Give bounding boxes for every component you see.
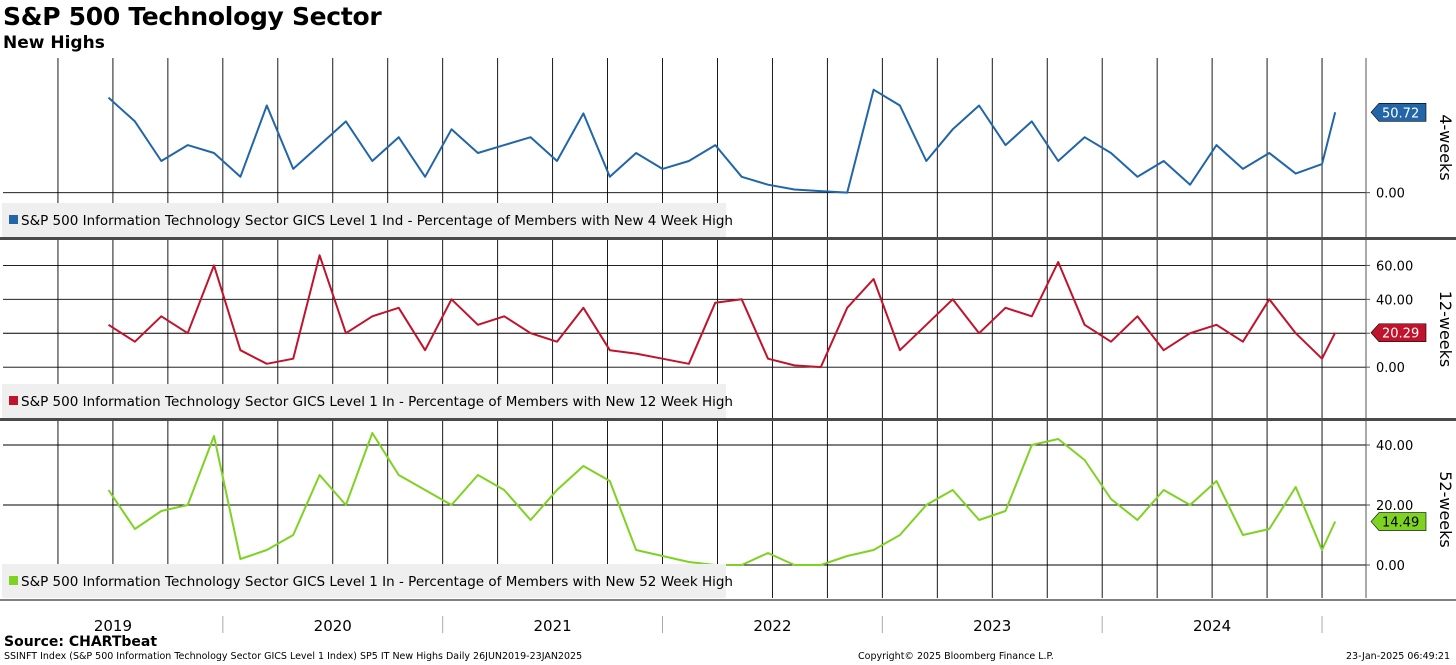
y-tick-label: 60.00 — [1376, 259, 1413, 274]
last-value-badge — [1370, 512, 1427, 531]
panel-label: 52-weeks — [1436, 471, 1455, 548]
x-tick-label: 2020 — [314, 617, 352, 635]
last-value-badge — [1370, 323, 1427, 343]
y-tick-label: 20.00 — [1376, 499, 1413, 514]
last-value-label: 50.72 — [1382, 106, 1419, 121]
panel-separator — [0, 237, 1456, 240]
source-label: Source: CHARTbeat — [4, 634, 158, 650]
footer-copyright: Copyright© 2025 Bloomberg Finance L.P. — [858, 651, 1054, 662]
series-line — [107, 88, 1337, 194]
legend-box — [2, 564, 726, 598]
last-value-label: 20.29 — [1382, 327, 1419, 342]
legend-swatch — [9, 396, 18, 405]
series-line — [107, 432, 1337, 566]
x-tick-label: 2021 — [534, 617, 572, 635]
legend-box — [2, 384, 726, 418]
x-tick-label: 2019 — [94, 617, 132, 635]
y-tick-label: 0.00 — [1376, 187, 1405, 202]
y-tick-label: 40.00 — [1376, 439, 1413, 454]
footer-timestamp: 23-Jan-2025 06:49:21 — [1346, 651, 1450, 662]
y-tick-label: 0.00 — [1376, 559, 1405, 574]
legend-label: S&P 500 Information Technology Sector GI… — [21, 574, 733, 590]
y-tick-label: 40.00 — [1376, 293, 1413, 308]
legend-swatch — [9, 576, 18, 585]
panel-label: 12-weeks — [1436, 291, 1455, 368]
chart-subtitle: New Highs — [3, 33, 105, 53]
x-tick-label: 2022 — [753, 617, 791, 635]
panel-label: 4-weeks — [1436, 114, 1455, 180]
legend-label: S&P 500 Information Technology Sector GI… — [21, 213, 733, 229]
last-value-label: 14.49 — [1382, 516, 1419, 531]
y-tick-label: 0.00 — [1376, 361, 1405, 376]
last-value-badge — [1370, 103, 1427, 122]
series-line — [107, 254, 1337, 369]
x-tick-label: 2023 — [973, 617, 1011, 635]
legend-label: S&P 500 Information Technology Sector GI… — [21, 394, 733, 410]
panel-separator — [0, 418, 1456, 421]
chart-title: S&P 500 Technology Sector — [3, 2, 382, 31]
footer-description: SSINFT Index (S&P 500 Information Techno… — [4, 651, 583, 662]
legend-box — [2, 203, 726, 237]
x-tick-label: 2024 — [1193, 617, 1231, 635]
legend-swatch — [9, 215, 18, 224]
